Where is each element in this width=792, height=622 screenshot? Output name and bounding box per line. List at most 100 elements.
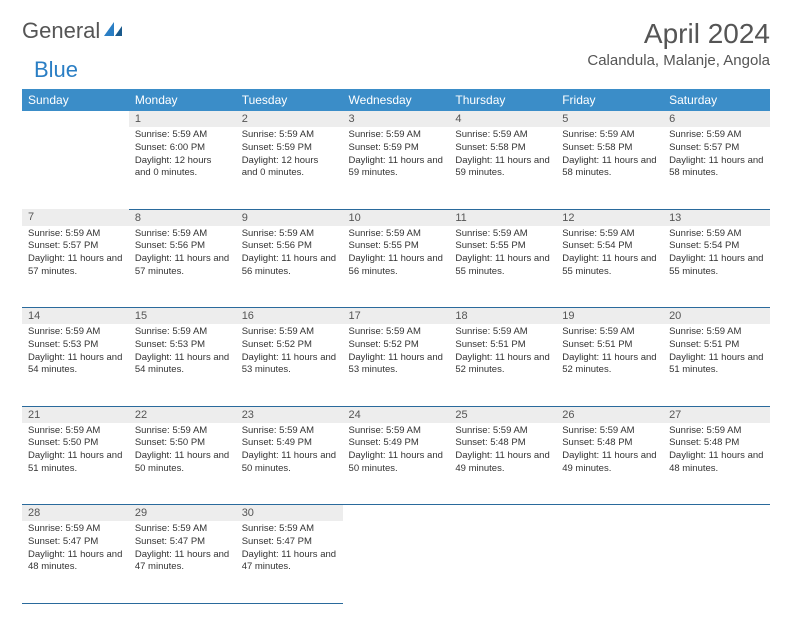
- day-number: 19: [556, 308, 663, 325]
- week-row: Sunrise: 5:59 AM Sunset: 5:53 PM Daylight:…: [22, 324, 770, 406]
- logo: General: [22, 18, 126, 44]
- day-cell-body: Sunrise: 5:59 AMSunset: 5:57 PMDaylight:…: [663, 127, 770, 184]
- daylight-text: Daylight: 11 hours and 47 minutes.: [135, 549, 230, 575]
- day-cell-body: [556, 521, 663, 527]
- sunrise-text: Sunrise: 5:59 AM: [455, 228, 550, 241]
- day-cell: Sunrise: 5:59 AMSunset: 5:59 PMDaylight:…: [343, 127, 450, 209]
- day-cell-body: Sunrise: 5:59 AMSunset: 5:56 PMDaylight:…: [236, 226, 343, 283]
- sunrise-text: Sunrise: 5:59 AM: [455, 326, 550, 339]
- day-cell: Sunrise: 5:59 AMSunset: 5:47 PMDaylight:…: [22, 521, 129, 603]
- day-cell: Sunrise: 5:59 AMSunset: 5:57 PMDaylight:…: [663, 127, 770, 209]
- daylight-text: Daylight: 11 hours and 57 minutes.: [135, 253, 230, 279]
- day-cell-body: Sunrise: 5:59 AMSunset: 5:52 PMDaylight:…: [343, 324, 450, 381]
- day-header: Thursday: [449, 89, 556, 111]
- sunset-text: Sunset: 5:58 PM: [455, 142, 550, 155]
- sunrise-text: Sunrise: 5:59 AM: [28, 425, 123, 438]
- day-number: 4: [449, 111, 556, 127]
- sunrise-text: Sunrise: 5:59 AM: [562, 326, 657, 339]
- day-cell-body: Sunrise: 5:59 AMSunset: 5:59 PMDaylight:…: [343, 127, 450, 184]
- day-number: 1: [129, 111, 236, 127]
- location-text: Calandula, Malanje, Angola: [587, 52, 770, 69]
- day-cell: Sunrise: 5:59 AMSunset: 5:54 PMDaylight:…: [663, 226, 770, 308]
- day-number: 25: [449, 406, 556, 423]
- sunset-text: Sunset: 5:51 PM: [562, 339, 657, 352]
- day-number: 9: [236, 209, 343, 226]
- sunset-text: Sunset: 5:52 PM: [242, 339, 337, 352]
- sunset-text: Sunset: 5:54 PM: [562, 240, 657, 253]
- daylight-text: Daylight: 11 hours and 48 minutes.: [669, 450, 764, 476]
- day-number: 5: [556, 111, 663, 127]
- day-cell-body: Sunrise: 5:59 AMSunset: 5:47 PMDaylight:…: [22, 521, 129, 578]
- sunset-text: Sunset: 5:48 PM: [455, 437, 550, 450]
- daylight-text: Daylight: 11 hours and 54 minutes.: [28, 352, 123, 378]
- sunrise-text: Sunrise: 5:59 AM: [242, 228, 337, 241]
- day-cell-body: [449, 521, 556, 527]
- day-cell: [22, 127, 129, 209]
- day-number: 30: [236, 505, 343, 522]
- sunrise-text: Sunrise: 5:59 AM: [562, 425, 657, 438]
- day-number: 16: [236, 308, 343, 325]
- sunset-text: Sunset: 5:59 PM: [242, 142, 337, 155]
- day-cell: Sunrise: 5:59 AMSunset: 5:58 PMDaylight:…: [449, 127, 556, 209]
- day-cell-body: Sunrise: 5:59 AMSunset: 5:50 PMDaylight:…: [22, 423, 129, 480]
- sunrise-text: Sunrise: 5:59 AM: [242, 523, 337, 536]
- day-cell-body: Sunrise: 5:59 AMSunset: 5:48 PMDaylight:…: [449, 423, 556, 480]
- sunset-text: Sunset: 5:50 PM: [28, 437, 123, 450]
- daylight-text: Daylight: 11 hours and 52 minutes.: [455, 352, 550, 378]
- day-number: 3: [343, 111, 450, 127]
- day-number: [449, 505, 556, 522]
- day-cell: [343, 521, 450, 603]
- daylight-text: Daylight: 11 hours and 56 minutes.: [242, 253, 337, 279]
- month-title: April 2024: [587, 18, 770, 50]
- day-number: 13: [663, 209, 770, 226]
- daylight-text: Daylight: 11 hours and 49 minutes.: [562, 450, 657, 476]
- sunset-text: Sunset: 5:56 PM: [135, 240, 230, 253]
- day-number: 10: [343, 209, 450, 226]
- day-number: 7: [22, 209, 129, 226]
- sunrise-text: Sunrise: 5:59 AM: [562, 228, 657, 241]
- day-cell: Sunrise: 5:59 AMSunset: 5:57 PMDaylight:…: [22, 226, 129, 308]
- day-cell-body: [22, 127, 129, 133]
- daylight-text: Daylight: 11 hours and 50 minutes.: [242, 450, 337, 476]
- sunrise-text: Sunrise: 5:59 AM: [28, 326, 123, 339]
- day-cell-body: Sunrise: 5:59 AMSunset: 5:56 PMDaylight:…: [129, 226, 236, 283]
- day-number: 22: [129, 406, 236, 423]
- day-cell-body: Sunrise: 5:59 AMSunset: 5:58 PMDaylight:…: [449, 127, 556, 184]
- day-cell: Sunrise: 5:59 AMSunset: 5:56 PMDaylight:…: [236, 226, 343, 308]
- sunrise-text: Sunrise: 5:59 AM: [669, 326, 764, 339]
- sunset-text: Sunset: 5:47 PM: [28, 536, 123, 549]
- day-header-row: Sunday Monday Tuesday Wednesday Thursday…: [22, 89, 770, 111]
- sunrise-text: Sunrise: 5:59 AM: [349, 129, 444, 142]
- day-cell-body: Sunrise: 5:59 AMSunset: 5:49 PMDaylight:…: [236, 423, 343, 480]
- day-cell: Sunrise: 5:59 AMSunset: 5:55 PMDaylight:…: [449, 226, 556, 308]
- daylight-text: Daylight: 12 hours and 0 minutes.: [242, 155, 337, 181]
- day-cell: Sunrise: 5:59 AMSunset: 5:59 PMDaylight:…: [236, 127, 343, 209]
- day-number: 18: [449, 308, 556, 325]
- day-cell-body: Sunrise: 5:59 AMSunset: 5:47 PMDaylight:…: [129, 521, 236, 578]
- day-cell-body: Sunrise: 5:59 AMSunset: 5:55 PMDaylight:…: [343, 226, 450, 283]
- sunset-text: Sunset: 5:57 PM: [28, 240, 123, 253]
- day-cell: Sunrise: 5:59 AMSunset: 5:51 PMDaylight:…: [556, 324, 663, 406]
- daylight-text: Daylight: 11 hours and 53 minutes.: [349, 352, 444, 378]
- day-cell: Sunrise: 5:59 AMSunset: 5:58 PMDaylight:…: [556, 127, 663, 209]
- day-cell: [449, 521, 556, 603]
- day-number: 23: [236, 406, 343, 423]
- day-number: [663, 505, 770, 522]
- calendar-table: Sunday Monday Tuesday Wednesday Thursday…: [22, 89, 770, 604]
- sunset-text: Sunset: 5:52 PM: [349, 339, 444, 352]
- sunrise-text: Sunrise: 5:59 AM: [28, 523, 123, 536]
- day-cell: Sunrise: 5:59 AMSunset: 5:48 PMDaylight:…: [663, 423, 770, 505]
- sunrise-text: Sunrise: 5:59 AM: [135, 523, 230, 536]
- day-number-row: 123456: [22, 111, 770, 127]
- daylight-text: Daylight: 11 hours and 58 minutes.: [562, 155, 657, 181]
- sunset-text: Sunset: 5:57 PM: [669, 142, 764, 155]
- day-cell-body: Sunrise: 5:59 AMSunset: 5:51 PMDaylight:…: [556, 324, 663, 381]
- daylight-text: Daylight: 11 hours and 57 minutes.: [28, 253, 123, 279]
- day-cell-body: Sunrise: 5:59 AMSunset: 5:52 PMDaylight:…: [236, 324, 343, 381]
- sunrise-text: Sunrise: 5:59 AM: [28, 228, 123, 241]
- day-cell: Sunrise: 5:59 AMSunset: 5:53 PMDaylight:…: [22, 324, 129, 406]
- sunset-text: Sunset: 5:53 PM: [135, 339, 230, 352]
- sunset-text: Sunset: 5:58 PM: [562, 142, 657, 155]
- daylight-text: Daylight: 11 hours and 55 minutes.: [669, 253, 764, 279]
- day-number: 17: [343, 308, 450, 325]
